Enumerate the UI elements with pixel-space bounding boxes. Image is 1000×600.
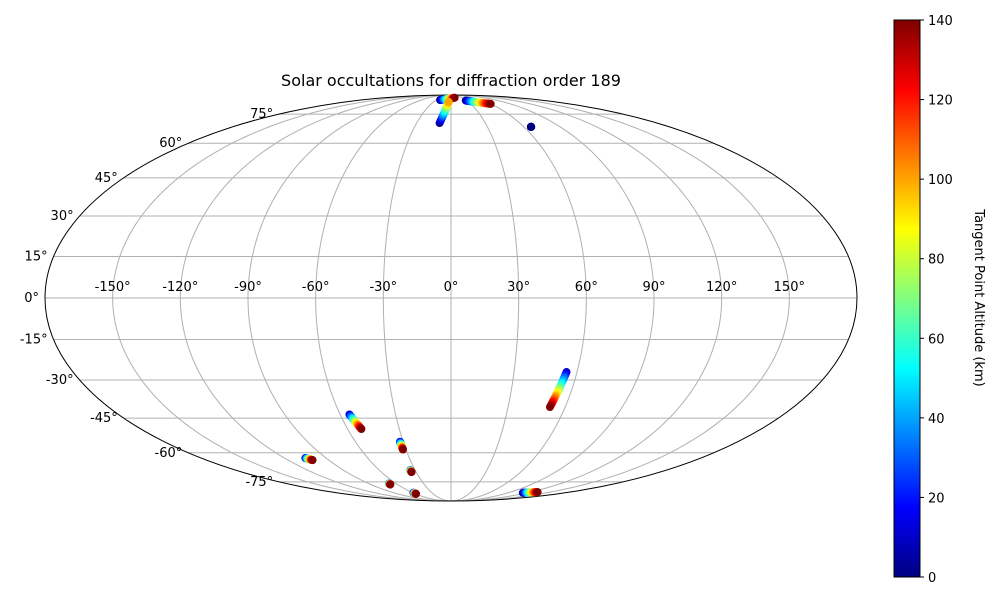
graticule	[45, 95, 857, 501]
latitude-tick-label: -60°	[155, 446, 183, 461]
longitude-tick-label: -60°	[302, 280, 330, 295]
longitude-tick-label: -150°	[95, 280, 131, 295]
meridian-line	[450, 95, 723, 501]
colorbar-gradient	[893, 19, 921, 578]
latitude-tick-label: -15°	[20, 333, 48, 348]
meridian-line	[247, 95, 452, 501]
latitude-tick-label: -30°	[46, 373, 74, 388]
longitude-tick-label: 150°	[774, 280, 805, 295]
longitude-tick-labels: -150° -120° -90° -60° -30° 0° 30° 60° 90° 120° 150…	[95, 280, 805, 295]
colorbar-tick-label: 20	[928, 491, 945, 506]
latitude-tick-label: -75°	[245, 475, 273, 490]
occultation-point	[444, 97, 453, 106]
latitude-tick-label: -45°	[90, 411, 118, 426]
longitude-tick-label: -90°	[234, 280, 262, 295]
colorbar-tick-label: 80	[928, 253, 945, 268]
latitude-tick-label: 75°	[250, 107, 273, 122]
meridian-line	[179, 95, 452, 501]
meridian-line	[450, 95, 655, 501]
colorbar-tick-label: 100	[928, 173, 953, 188]
colorbar-tick-label: 140	[928, 14, 953, 29]
meridian-line	[112, 95, 452, 501]
occultation-point	[407, 468, 416, 477]
latitude-tick-label: 30°	[51, 209, 74, 224]
meridian-line	[315, 95, 452, 501]
colorbar-tick-label: 60	[928, 332, 945, 347]
latitude-tick-label: 60°	[159, 136, 182, 151]
occultation-point	[527, 122, 536, 131]
chart-title: Solar occultations for diffraction order…	[281, 71, 621, 90]
longitude-tick-label: 120°	[706, 280, 737, 295]
meridian-line	[382, 95, 452, 501]
occultation-point	[450, 93, 459, 102]
longitude-tick-label: 0°	[444, 280, 459, 295]
colorbar-ticks: 0 20 40 60 80 100 120 140	[920, 14, 953, 586]
longitude-tick-label: -120°	[162, 280, 198, 295]
colorbar-tick-label: 0	[928, 571, 936, 586]
data-points	[301, 93, 571, 498]
longitude-tick-label: 90°	[642, 280, 665, 295]
occultation-point	[412, 489, 420, 498]
latitude-tick-labels: 75° 60° 45° 30° 15° 0° -15° -30° -45° -60° -75°	[20, 107, 273, 490]
latitude-tick-label: 45°	[95, 171, 118, 186]
occultation-point	[545, 403, 554, 412]
latitude-tick-label: 0°	[24, 291, 39, 306]
colorbar: 0 20 40 60 80 100 120 140 Tangent Point Altitud…	[893, 14, 986, 586]
colorbar-tick-label: 40	[928, 412, 945, 427]
colorbar-label: Tangent Point Altitude (km)	[971, 208, 986, 386]
latitude-tick-label: 15°	[25, 249, 48, 264]
meridian-line	[450, 95, 520, 501]
longitude-tick-label: -30°	[369, 280, 397, 295]
occultation-point	[486, 99, 495, 108]
occultation-point	[308, 456, 317, 465]
occultation-point	[533, 488, 542, 497]
occultation-point	[357, 425, 366, 433]
meridian-line	[450, 95, 587, 501]
colorbar-tick-label: 120	[928, 94, 953, 109]
meridian-line	[450, 95, 790, 501]
longitude-tick-label: 30°	[507, 280, 530, 295]
occultation-point	[386, 480, 395, 489]
longitude-tick-label: 60°	[575, 280, 598, 295]
occultation-point	[398, 445, 407, 454]
